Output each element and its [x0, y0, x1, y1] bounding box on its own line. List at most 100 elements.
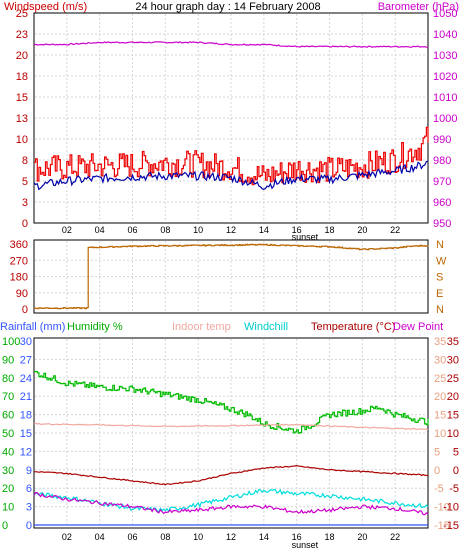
windspeed-tick-label: 20: [16, 50, 28, 62]
time-tick-label: 06: [127, 532, 137, 542]
windspeed-tick-label: 15: [16, 92, 28, 104]
direction-tick-label: 0: [22, 304, 28, 316]
legend-indoor: Indoor temp: [172, 321, 231, 333]
compass-tick-label: W: [436, 255, 447, 267]
time-tick-label: 22: [390, 532, 400, 542]
sunset-label: sunset: [292, 232, 319, 242]
barometer-tick-label: 1000: [433, 113, 457, 125]
time-tick-label: 14: [259, 532, 269, 542]
windspeed-tick-label: 25: [16, 8, 28, 20]
barometer-line: [33, 41, 429, 48]
humidity-tick-label: 20: [2, 483, 14, 495]
dewpoint-line: [33, 491, 429, 516]
direction-tick-label: 180: [10, 272, 28, 284]
windspeed-tick-label: 13: [16, 113, 28, 125]
gridlines: [35, 14, 427, 527]
humidity-tick-label: 70: [2, 391, 14, 403]
legend-windchill: Windchill: [244, 321, 288, 333]
temperature-tick-label-outer: 25: [447, 373, 459, 385]
graph-title: 24 hour graph day : 14 February 2008: [135, 1, 320, 13]
compass-tick-label: E: [436, 288, 443, 300]
temperature-tick-label-inner: 30: [434, 354, 446, 366]
barometer-title: Barometer (hPa): [378, 1, 459, 13]
temperature-tick-label-inner: -10: [434, 502, 450, 514]
time-tick-label: 12: [226, 225, 236, 235]
rainfall-tick-label: 21: [20, 391, 32, 403]
temperature-tick-label-inner: -15: [434, 520, 450, 532]
windspeed-tick-label: 5: [22, 176, 28, 188]
windspeed-tick-label: 18: [16, 71, 28, 83]
time-tick-label: 08: [160, 532, 170, 542]
temperature-tick-label-inner: 35: [434, 336, 446, 348]
temperature-tick-label-outer: -10: [443, 502, 459, 514]
time-tick-label: 08: [160, 225, 170, 235]
temperature-tick-label-outer: 5: [453, 446, 459, 458]
time-tick-label: 10: [193, 225, 203, 235]
humidity-tick-label: 40: [2, 446, 14, 458]
rainfall-tick-label: 0: [26, 520, 32, 532]
windspeed-tick-label: 10: [16, 134, 28, 146]
windspeed-tick-label: 23: [16, 29, 28, 41]
humidity-line: [34, 370, 429, 434]
barometer-tick-label: 1020: [433, 71, 457, 83]
temperature-tick-label-outer: 30: [447, 354, 459, 366]
rainfall-tick-label: 6: [26, 483, 32, 495]
temperature-tick-label-inner: 15: [434, 410, 446, 422]
direction-tick-label: 90: [16, 288, 28, 300]
barometer-tick-label: 1050: [433, 8, 457, 20]
time-tick-label: 20: [357, 225, 367, 235]
temperature-tick-label-inner: 25: [434, 373, 446, 385]
barometer-tick-label: 1010: [433, 92, 457, 104]
temperature-tick-label-outer: -15: [443, 520, 459, 532]
humidity-tick-label: 0: [2, 520, 8, 532]
rainfall-tick-label: 30: [20, 336, 32, 348]
temperature-tick-label-outer: 20: [447, 391, 459, 403]
rainfall-tick-label: 27: [20, 354, 32, 366]
time-tick-label: 20: [357, 532, 367, 542]
rainfall-tick-label: 12: [20, 446, 32, 458]
windspeed-average-line: [33, 160, 429, 191]
time-tick-label: 16: [292, 225, 302, 235]
time-tick-label: 16: [292, 532, 302, 542]
legend-temperature: Temperature (°C): [311, 321, 395, 333]
sunset-label: sunset: [292, 540, 319, 550]
temperature-tick-label-inner: 5: [434, 446, 440, 458]
humidity-tick-label: 10: [2, 502, 14, 514]
rainfall-tick-label: 3: [26, 502, 32, 514]
temperature-line: [33, 464, 429, 486]
temperature-tick-label-outer: 35: [447, 336, 459, 348]
barometer-tick-label: 990: [433, 134, 451, 146]
time-tick-label: 02: [62, 532, 72, 542]
windspeed-gust-line: [34, 126, 429, 186]
compass-tick-label: S: [436, 272, 443, 284]
time-tick-label: 04: [95, 532, 105, 542]
time-tick-label: 12: [226, 532, 236, 542]
temperature-tick-label-inner: 0: [434, 465, 440, 477]
humidity-tick-label: 80: [2, 373, 14, 385]
rainfall-tick-label: 15: [20, 428, 32, 440]
time-tick-label: 06: [127, 225, 137, 235]
wind-direction-line: [34, 243, 429, 310]
humidity-tick-label: 50: [2, 428, 14, 440]
temperature-tick-label-inner: 10: [434, 428, 446, 440]
windspeed-title: Windspeed (m/s): [4, 1, 87, 13]
compass-tick-label: N: [436, 239, 444, 251]
barometer-tick-label: 1030: [433, 50, 457, 62]
barometer-tick-label: 950: [433, 218, 451, 230]
barometer-tick-label: 980: [433, 155, 451, 167]
windspeed-tick-label: 3: [22, 197, 28, 209]
compass-tick-label: N: [436, 304, 444, 316]
indoor-temp-line: [33, 422, 429, 431]
humidity-tick-label: 60: [2, 410, 14, 422]
legend-humidity: Humidity %: [67, 321, 123, 333]
windspeed-tick-label: 8: [22, 155, 28, 167]
time-tick-label: 14: [259, 225, 269, 235]
legend-dewpoint: Dew Point: [393, 321, 443, 333]
time-tick-label: 22: [390, 225, 400, 235]
rainfall-tick-label: 18: [20, 410, 32, 422]
time-tick-label: 04: [95, 225, 105, 235]
temperature-tick-label-inner: 20: [434, 391, 446, 403]
temperature-tick-label-outer: 15: [447, 410, 459, 422]
direction-tick-label: 270: [10, 255, 28, 267]
